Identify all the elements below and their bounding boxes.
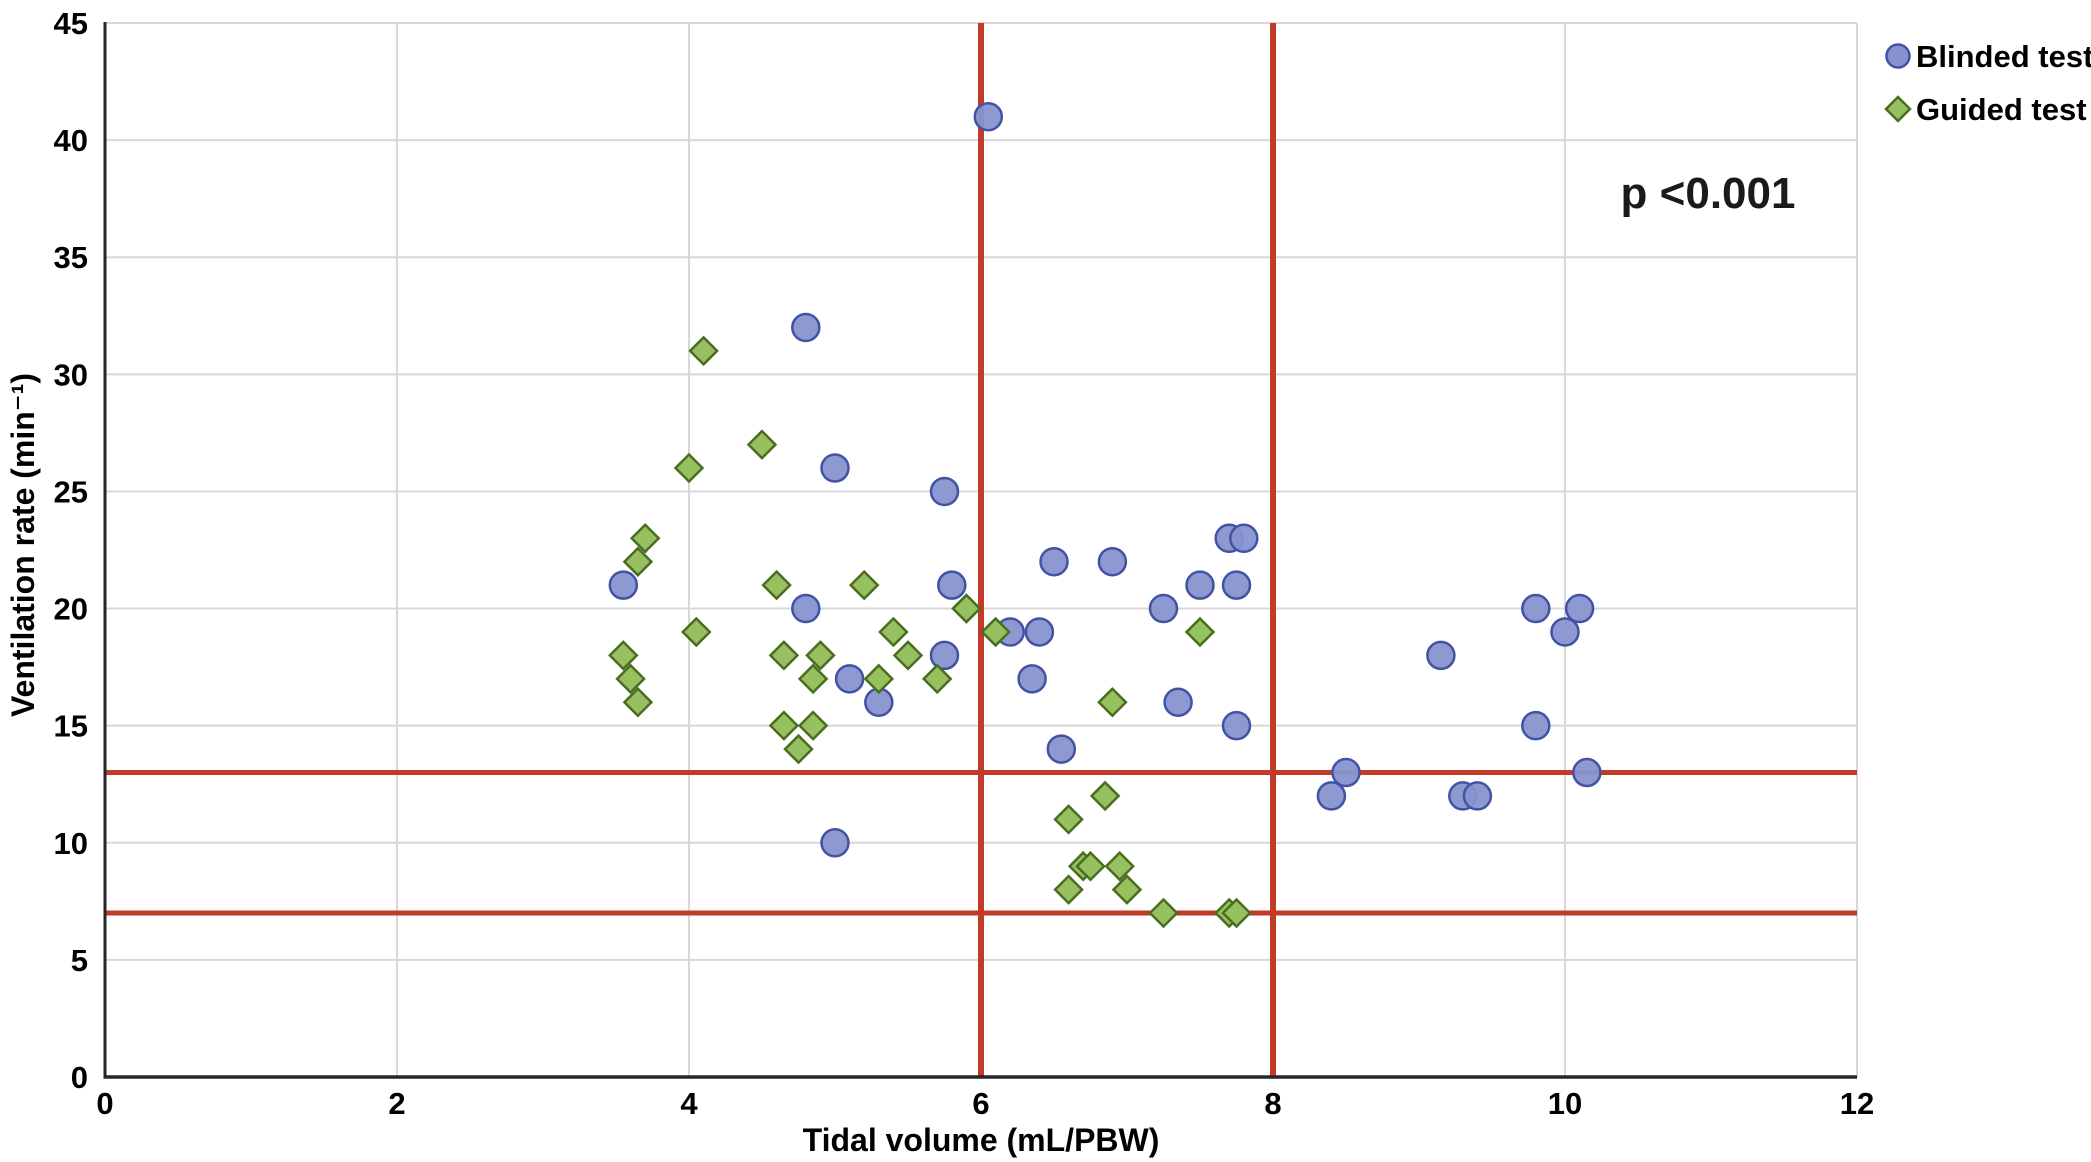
data-point-guided-test bbox=[1221, 897, 1252, 929]
series-guided-test bbox=[608, 335, 1252, 929]
data-point-guided-test bbox=[1148, 897, 1179, 929]
data-point-blinded-test bbox=[1017, 664, 1047, 694]
data-point-guided-test bbox=[951, 593, 982, 624]
x-tick-label: 6 bbox=[972, 1086, 989, 1121]
legend-marker-blinded-icon bbox=[1885, 43, 1911, 69]
data-point-guided-test bbox=[615, 663, 646, 695]
data-point-blinded-test bbox=[820, 828, 850, 858]
data-point-guided-test bbox=[783, 733, 814, 765]
data-point-guided-test bbox=[768, 640, 800, 671]
y-tick-label: 45 bbox=[54, 6, 88, 41]
data-point-blinded-test bbox=[820, 453, 850, 483]
data-point-guided-test bbox=[1104, 850, 1135, 882]
data-point-blinded-test bbox=[1148, 593, 1179, 624]
data-point-blinded-test bbox=[608, 570, 639, 600]
data-point-blinded-test bbox=[1521, 710, 1551, 741]
data-point-guided-test bbox=[892, 640, 924, 671]
legend: Blinded test Guided test bbox=[1884, 39, 2091, 127]
data-point-guided-test bbox=[863, 663, 895, 695]
x-axis-title: Tidal volume (mL/PBW) bbox=[803, 1122, 1160, 1158]
data-point-guided-test bbox=[797, 663, 829, 695]
data-point-guided-test bbox=[848, 569, 880, 601]
data-point-blinded-test bbox=[1024, 617, 1055, 647]
data-point-blinded-test bbox=[1564, 593, 1595, 624]
data-point-blinded-test bbox=[1229, 523, 1259, 554]
data-point-blinded-test bbox=[1316, 781, 1347, 811]
data-point-blinded-test bbox=[834, 664, 865, 694]
data-point-blinded-test bbox=[1572, 757, 1602, 788]
axis-lines bbox=[103, 22, 1857, 1079]
y-axis-title: Ventilation rate (min⁻¹) bbox=[5, 373, 41, 717]
y-tick-label: 5 bbox=[71, 943, 88, 978]
data-point-guided-test bbox=[921, 663, 953, 695]
legend-label-blinded: Blinded test bbox=[1916, 39, 2091, 74]
y-tick-label: 40 bbox=[54, 123, 88, 158]
data-point-guided-test bbox=[1075, 850, 1106, 882]
data-point-blinded-test bbox=[1046, 734, 1077, 764]
data-point-guided-test bbox=[681, 616, 712, 648]
legend-marker-guided-icon bbox=[1884, 95, 1912, 123]
x-tick-label: 8 bbox=[1264, 1086, 1281, 1121]
x-tick-label: 12 bbox=[1840, 1086, 1874, 1121]
data-point-guided-test bbox=[1184, 616, 1216, 648]
x-tick-label: 2 bbox=[388, 1086, 405, 1121]
data-point-blinded-test bbox=[791, 312, 821, 343]
data-point-guided-test bbox=[629, 523, 661, 554]
y-tick-label: 0 bbox=[71, 1060, 88, 1095]
data-point-blinded-test bbox=[1426, 640, 1456, 671]
legend-label-guided: Guided test bbox=[1916, 92, 2087, 127]
y-tick-label: 35 bbox=[54, 240, 88, 275]
data-point-guided-test bbox=[608, 640, 639, 671]
data-point-blinded-test bbox=[1331, 757, 1361, 788]
y-tick-label: 20 bbox=[54, 592, 88, 627]
data-point-blinded-test bbox=[929, 640, 960, 671]
y-tick-label: 30 bbox=[54, 357, 88, 392]
data-point-blinded-test bbox=[1521, 593, 1551, 624]
data-point-blinded-test bbox=[1185, 570, 1215, 600]
data-point-guided-test bbox=[1097, 686, 1128, 718]
data-point-guided-test bbox=[746, 429, 778, 460]
data-point-blinded-test bbox=[1097, 546, 1128, 577]
data-point-blinded-test bbox=[973, 101, 1004, 132]
data-point-blinded-test bbox=[1163, 687, 1193, 717]
data-point-blinded-test bbox=[929, 476, 960, 507]
y-tick-label: 10 bbox=[54, 826, 88, 861]
series-blinded-test bbox=[608, 101, 1602, 858]
data-point-guided-test bbox=[1053, 874, 1084, 905]
data-point-blinded-test bbox=[791, 593, 821, 624]
data-point-guided-test bbox=[761, 569, 792, 601]
x-tick-label: 10 bbox=[1548, 1086, 1582, 1121]
data-point-blinded-test bbox=[1039, 546, 1069, 577]
data-point-guided-test bbox=[622, 546, 654, 577]
p-value-annotation: p <0.001 bbox=[1621, 169, 1796, 218]
data-point-guided-test bbox=[688, 335, 719, 367]
data-point-guided-test bbox=[797, 710, 829, 741]
data-point-blinded-test bbox=[1462, 781, 1493, 811]
y-tick-label: 25 bbox=[54, 474, 88, 509]
data-point-guided-test bbox=[673, 452, 705, 484]
data-point-guided-test bbox=[1053, 804, 1084, 835]
data-point-blinded-test bbox=[1221, 710, 1252, 741]
data-point-guided-test bbox=[622, 686, 654, 718]
y-tick-label: 15 bbox=[54, 709, 88, 744]
x-tick-label: 4 bbox=[680, 1086, 698, 1121]
reference-lines bbox=[105, 23, 1857, 1077]
tick-labels: 0 2 4 6 8 10 12 0 5 10 15 20 25 30 35 40 45 bbox=[54, 6, 1875, 1121]
data-point-blinded-test bbox=[1550, 617, 1580, 647]
data-point-guided-test bbox=[1111, 874, 1143, 905]
data-point-guided-test bbox=[980, 616, 1011, 648]
data-point-guided-test bbox=[878, 616, 909, 648]
data-point-guided-test bbox=[1089, 780, 1121, 812]
x-tick-label: 0 bbox=[96, 1086, 113, 1121]
data-point-blinded-test bbox=[937, 570, 967, 600]
data-point-blinded-test bbox=[1221, 570, 1252, 600]
data-point-guided-test bbox=[768, 710, 800, 741]
data-point-guided-test bbox=[805, 640, 836, 671]
